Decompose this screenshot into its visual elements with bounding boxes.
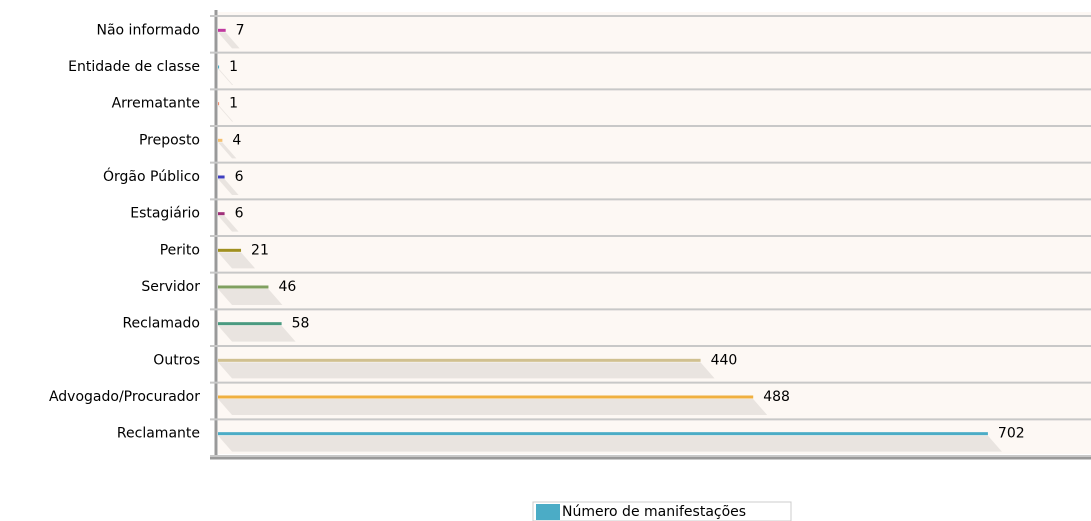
value-label: 440 [711, 352, 738, 368]
bar-shadow [218, 362, 715, 379]
y-tick-label: Reclamante [117, 426, 200, 442]
y-tick-label: Estagiário [130, 206, 200, 222]
value-label: 21 [251, 242, 269, 258]
bar-shadow [218, 435, 1002, 452]
y-tick-label: Outros [153, 352, 200, 368]
value-label: 488 [763, 389, 790, 405]
bar-shadow [218, 399, 768, 415]
legend-label: Número de manifestações [562, 504, 746, 520]
bar [218, 248, 242, 252]
bar [218, 285, 269, 289]
value-label: 46 [278, 279, 296, 295]
y-tick-label: Entidade de classe [68, 59, 200, 75]
bar [218, 138, 223, 142]
value-label: 6 [235, 206, 244, 222]
bar [218, 102, 220, 106]
y-tick-label: Reclamado [122, 316, 200, 332]
y-tick-label: Não informado [96, 22, 200, 38]
bar [218, 175, 225, 179]
y-tick-label: Servidor [141, 279, 200, 295]
bar-shadow [218, 325, 296, 342]
y-tick-label: Arrematante [112, 96, 200, 112]
y-tick-label: Preposto [139, 132, 200, 148]
plot-area [218, 12, 1091, 454]
bar [218, 432, 988, 436]
value-label: 6 [235, 169, 244, 185]
bar-shadow [218, 215, 239, 232]
value-label: 702 [998, 426, 1025, 442]
value-label: 1 [229, 59, 238, 75]
bar [218, 28, 226, 32]
bar [218, 65, 220, 69]
y-tick-label: Perito [160, 242, 200, 258]
bar-shadow [218, 69, 234, 85]
bar [218, 322, 282, 326]
value-label: 1 [229, 96, 238, 112]
bar-shadow [218, 252, 256, 269]
legend [532, 501, 792, 521]
bar [218, 358, 701, 362]
legend-swatch [536, 504, 560, 520]
y-tick-label: Advogado/Procurador [49, 389, 200, 405]
bar [218, 212, 225, 216]
y-tick-label: Órgão Público [103, 167, 200, 185]
bar-shadow [218, 289, 283, 305]
bar [218, 395, 754, 399]
value-label: 4 [232, 132, 241, 148]
bar-shadow [218, 105, 234, 122]
value-label: 58 [292, 316, 310, 332]
bar-shadow [218, 179, 239, 195]
bar-shadow [218, 142, 237, 159]
value-label: 7 [236, 22, 245, 38]
bar-shadow [218, 32, 240, 49]
